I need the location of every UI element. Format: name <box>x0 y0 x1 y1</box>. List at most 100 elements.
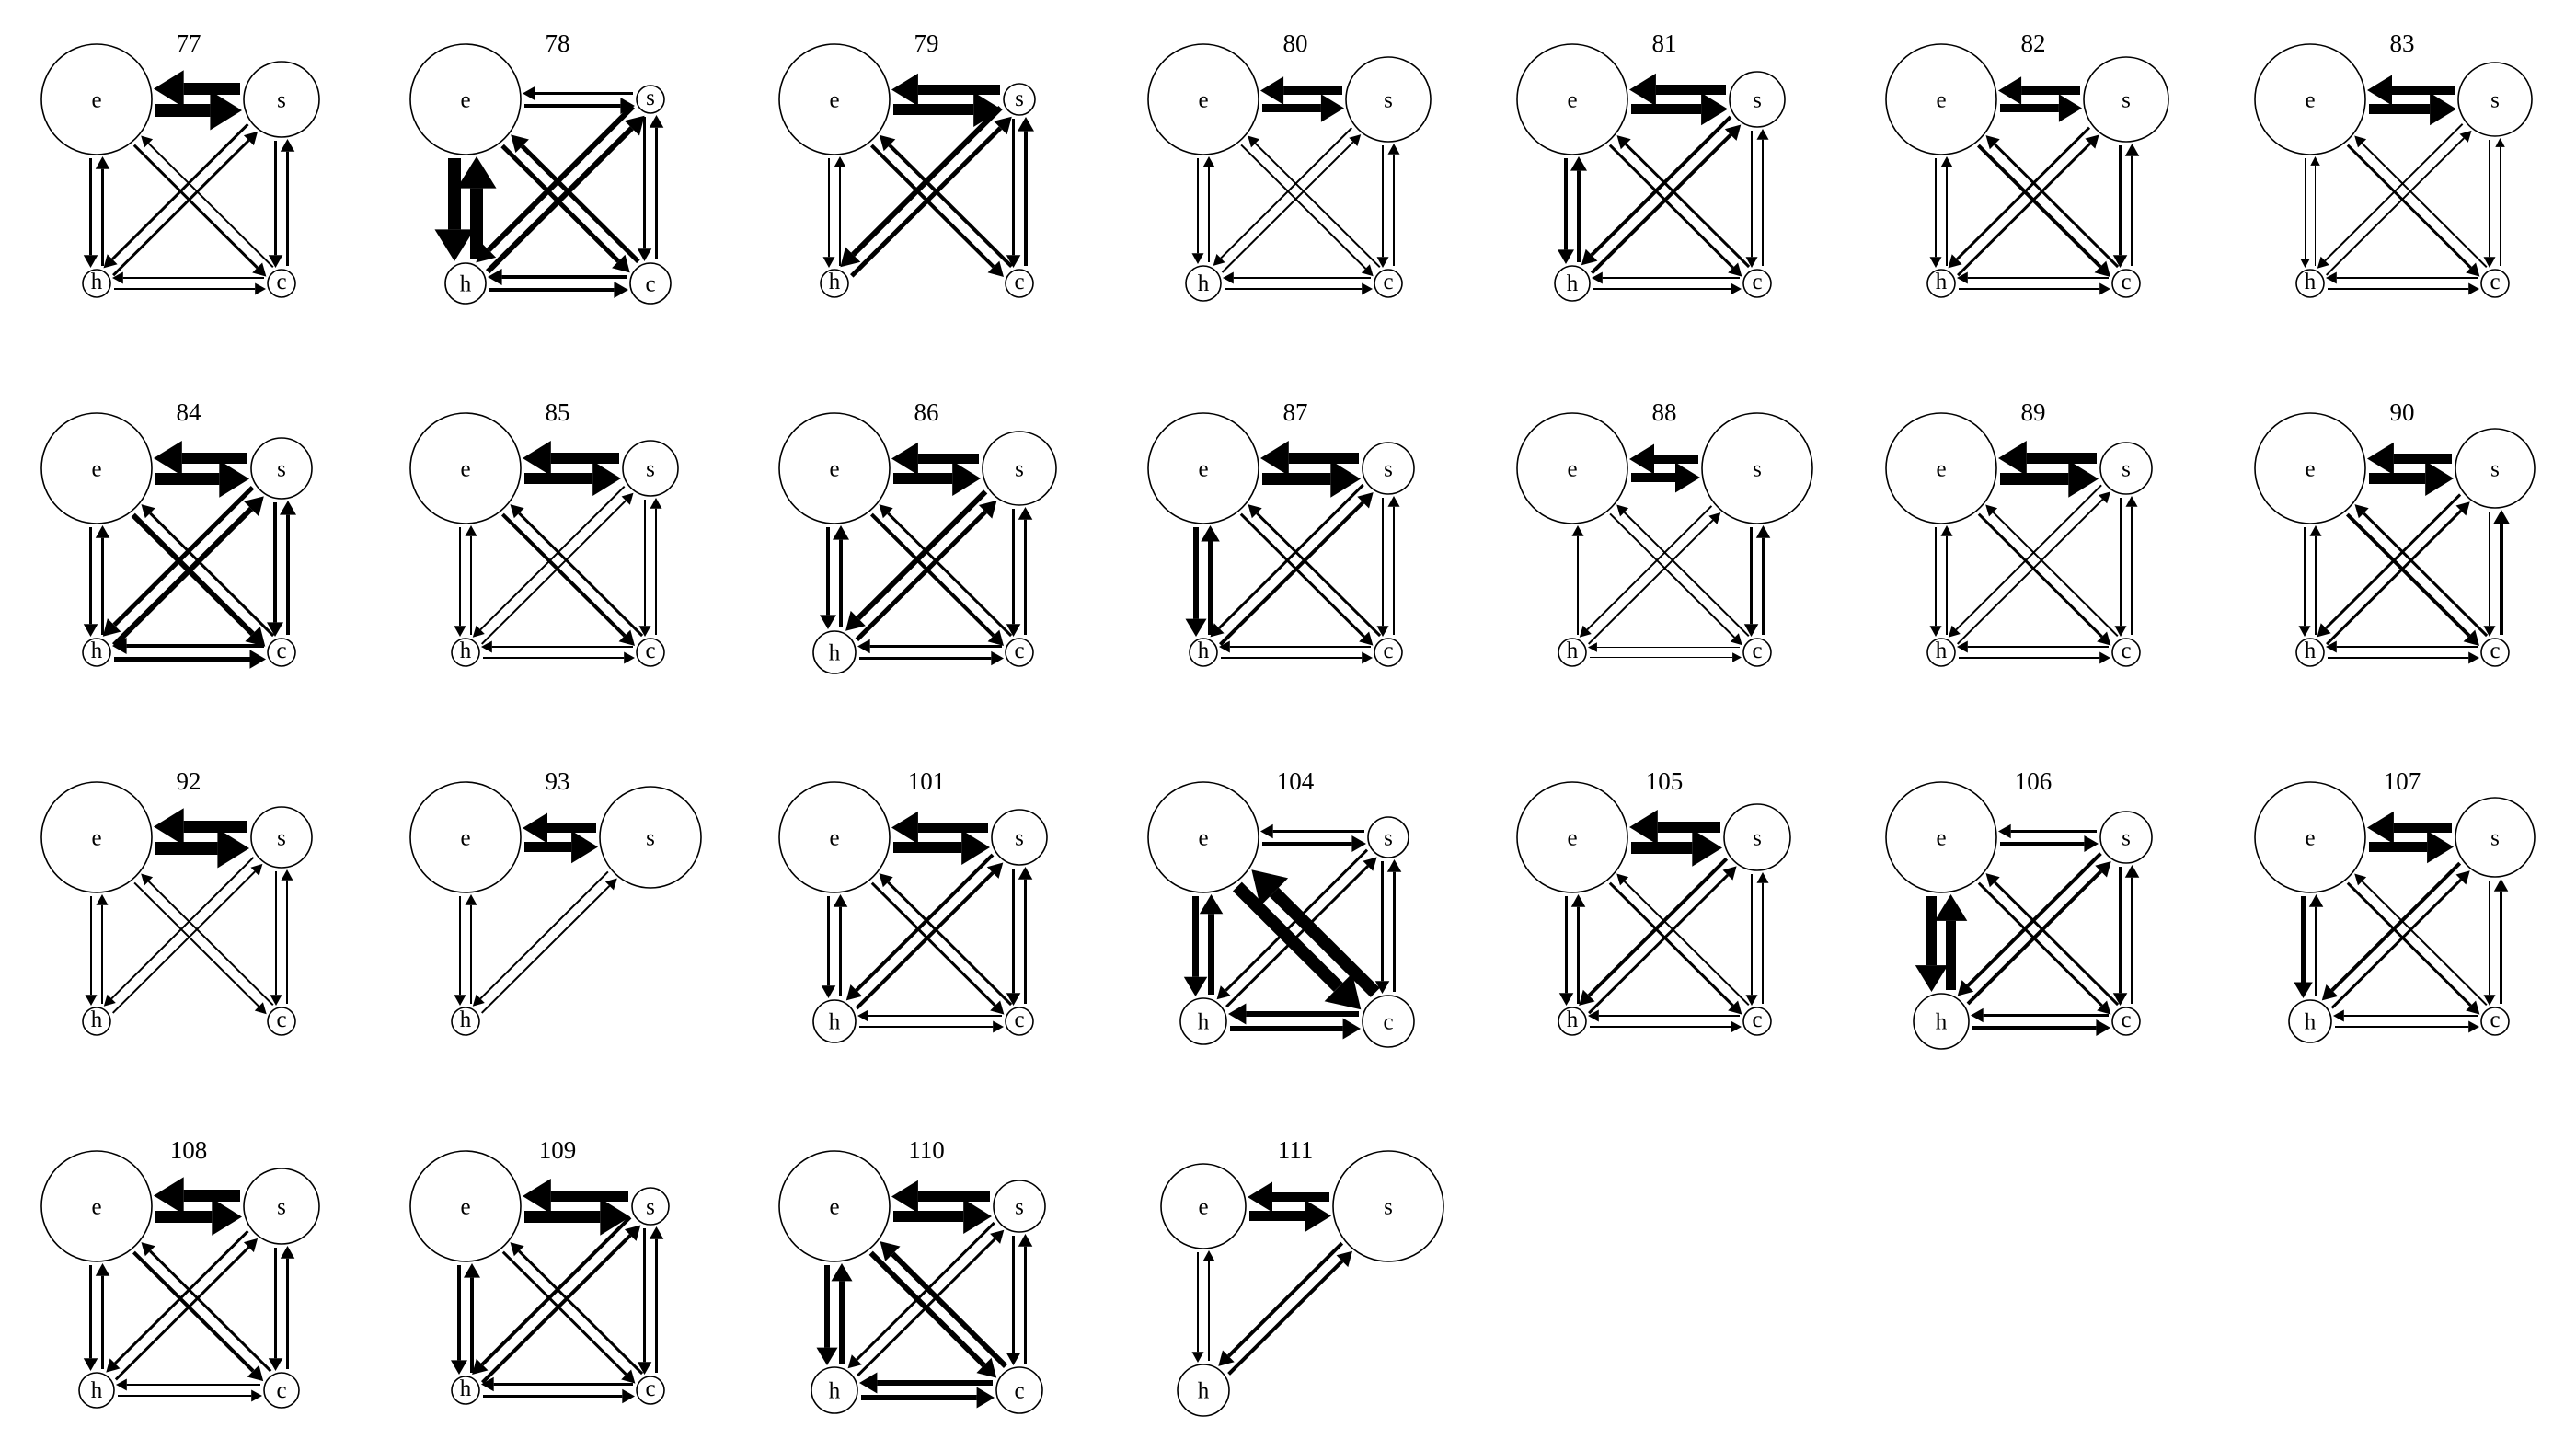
edge-e-to-c-shaft <box>1977 881 2103 1007</box>
node-s-label: s <box>277 825 286 850</box>
edge-c-to-h-head <box>481 640 492 653</box>
edge-s-to-h-shaft <box>1218 483 1364 629</box>
node-s <box>1701 412 1813 524</box>
edge-e-to-c-shaft <box>869 512 995 638</box>
edge-c-to-s-head <box>1387 496 1400 507</box>
edge-s-to-e-head <box>2367 811 2394 845</box>
edge-c-to-h-head <box>488 269 502 285</box>
edge-s-to-c-head <box>637 1362 652 1375</box>
node-h <box>82 638 111 667</box>
edge-e-to-s-head <box>2427 830 2454 864</box>
edge-h-to-e-head <box>1940 525 1953 536</box>
edge-e-to-s-head <box>961 830 990 865</box>
node-c-label: c <box>2490 639 2500 663</box>
edge-c-to-s-head <box>649 1226 664 1239</box>
panel-title: 78 <box>546 29 570 57</box>
panel-title: 77 <box>177 29 201 57</box>
edge-s-to-e-head <box>891 442 918 476</box>
edge-s-to-c-head <box>2112 993 2128 1006</box>
node-c-label: c <box>2490 1007 2500 1032</box>
node-e <box>409 1150 522 1262</box>
node-e <box>2254 43 2366 155</box>
edge-c-to-h-head <box>859 1372 878 1394</box>
node-c-label: c <box>1014 1007 1024 1032</box>
node-h-label: h <box>460 639 472 663</box>
node-c <box>2480 638 2510 667</box>
panel-80: 80 e s h c <box>1147 29 1432 302</box>
edge-h-to-e-head <box>2310 156 2320 166</box>
edge-s-to-e-head <box>1998 823 2011 839</box>
node-s-label: s <box>646 86 655 110</box>
edge-h-to-s-head <box>1708 512 1721 524</box>
edge-e-to-s-head <box>1305 1199 1331 1233</box>
edge-h-to-e-head <box>1571 525 1584 536</box>
edge-h-to-s-head <box>2095 861 2111 878</box>
edge-s-to-h-shaft <box>110 857 255 1000</box>
edge-s-to-e-head <box>1260 76 1284 105</box>
edge-c-to-s-head <box>2493 510 2510 524</box>
node-c <box>267 269 296 298</box>
edge-e-to-h-head <box>820 615 836 629</box>
edge-c-to-h-head <box>1588 1009 1599 1022</box>
node-s-label: s <box>277 87 286 112</box>
node-h-label: h <box>460 1376 472 1401</box>
panel-title: 92 <box>177 767 201 795</box>
edge-h-to-s-head <box>1724 124 1742 141</box>
node-e-label: e <box>1198 825 1208 850</box>
edge-e-to-h-head <box>2300 259 2310 268</box>
edge-c-to-e-shaft <box>1269 887 1380 997</box>
edge-h-to-c-head <box>251 1389 262 1402</box>
node-h-label: h <box>1198 271 1210 296</box>
edge-c-to-s-head <box>1387 144 1400 155</box>
node-s-label: s <box>1384 1194 1393 1219</box>
edge-c-to-e-head <box>510 1242 524 1257</box>
panel-107: 107 e s h c <box>2254 767 2536 1043</box>
panel-title: 101 <box>908 767 946 795</box>
edge-e-to-c-head <box>254 1002 267 1015</box>
edge-c-to-e-shaft <box>887 512 1013 638</box>
edge-s-to-h-head <box>472 1358 489 1375</box>
node-e <box>1160 1163 1247 1249</box>
node-c-label: c <box>1752 639 1762 663</box>
edge-h-to-e-head <box>96 894 109 905</box>
node-s-label: s <box>1384 87 1393 112</box>
edge-c-to-e-head <box>1616 504 1629 517</box>
edge-s-to-c-head <box>1006 255 1021 268</box>
node-c <box>267 638 296 667</box>
edge-e-to-c-head <box>2097 631 2111 646</box>
edge-h-to-e-head <box>834 156 846 167</box>
edge-c-to-e-shaft <box>518 512 644 638</box>
edge-h-to-s-shaft <box>1957 143 2091 277</box>
edge-s-to-c-head <box>2114 626 2127 637</box>
edge-c-to-e-shaft <box>1623 881 1750 1007</box>
edge-e-to-c-head <box>621 1369 636 1384</box>
edge-s-to-h-shaft <box>1220 127 1353 259</box>
edge-e-to-h-head <box>1929 257 1942 268</box>
node-c <box>1374 269 1403 298</box>
edge-e-to-s-head <box>2068 460 2099 498</box>
edge-c-to-s-head <box>2124 144 2140 156</box>
edge-h-to-s-shaft <box>1221 141 1354 273</box>
panel-title: 110 <box>908 1136 945 1164</box>
panel-92: 92 e s h c <box>40 767 313 1036</box>
node-s-label: s <box>277 1194 286 1219</box>
edge-h-to-s-shaft <box>111 506 254 648</box>
node-c-label: c <box>276 639 286 663</box>
edge-e-to-c-shaft <box>1240 144 1367 270</box>
node-s <box>243 61 320 138</box>
edge-c-to-e-shaft <box>888 144 1013 269</box>
edge-c-to-e-head <box>2354 135 2367 148</box>
node-h-label: h <box>829 1378 841 1403</box>
edge-s-to-e-head <box>1260 823 1273 839</box>
edge-e-to-c-head <box>247 1364 264 1382</box>
edge-c-to-e-shaft <box>1254 143 1381 269</box>
node-h <box>78 1372 115 1409</box>
edge-c-to-s-head <box>280 501 296 515</box>
node-c-label: c <box>1383 1009 1393 1034</box>
node-h-label: h <box>1198 1378 1210 1403</box>
node-h-label: h <box>829 270 841 294</box>
node-h-label: h <box>2305 639 2317 663</box>
edge-e-to-c-shaft <box>2346 881 2472 1007</box>
edge-c-to-e-head <box>1616 135 1631 150</box>
node-s-label: s <box>1753 87 1762 112</box>
